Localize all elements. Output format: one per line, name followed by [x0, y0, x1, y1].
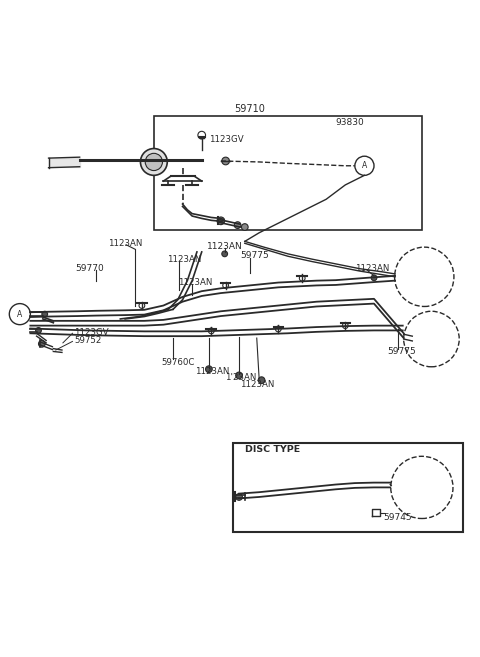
- Text: A: A: [17, 309, 23, 319]
- Circle shape: [141, 148, 167, 175]
- Circle shape: [145, 153, 162, 171]
- Circle shape: [258, 377, 265, 384]
- Text: 1'23AN: 1'23AN: [225, 373, 256, 382]
- Circle shape: [222, 157, 229, 165]
- Text: A: A: [362, 161, 367, 170]
- Circle shape: [234, 222, 241, 229]
- Text: 1123AN: 1123AN: [355, 264, 389, 273]
- Circle shape: [241, 223, 248, 231]
- Text: 59760C: 59760C: [161, 357, 194, 367]
- Text: 59770: 59770: [75, 263, 104, 273]
- Text: 59752: 59752: [74, 336, 101, 346]
- Text: 59775: 59775: [387, 347, 416, 356]
- Text: 1123AN: 1123AN: [167, 255, 201, 263]
- Text: 59745: 59745: [384, 513, 412, 522]
- Text: 59775: 59775: [240, 251, 269, 260]
- Text: 1123GV: 1123GV: [74, 328, 108, 337]
- Circle shape: [42, 311, 48, 317]
- Text: DISC TYPE: DISC TYPE: [245, 445, 300, 453]
- Text: 59710: 59710: [234, 104, 265, 114]
- Text: 1123AN: 1123AN: [108, 238, 143, 248]
- Circle shape: [217, 217, 225, 225]
- Circle shape: [371, 275, 377, 281]
- Text: 1123AN: 1123AN: [206, 242, 242, 251]
- Text: 1123AN: 1123AN: [195, 367, 229, 376]
- Circle shape: [222, 251, 228, 257]
- Text: 1123AN: 1123AN: [240, 380, 275, 390]
- Circle shape: [236, 372, 242, 378]
- Text: 1123AN: 1123AN: [178, 278, 212, 287]
- Circle shape: [205, 366, 212, 373]
- Circle shape: [38, 340, 45, 347]
- Text: 1123GV: 1123GV: [209, 135, 243, 144]
- Circle shape: [236, 493, 242, 501]
- Circle shape: [36, 328, 41, 333]
- Text: 93830: 93830: [336, 118, 364, 127]
